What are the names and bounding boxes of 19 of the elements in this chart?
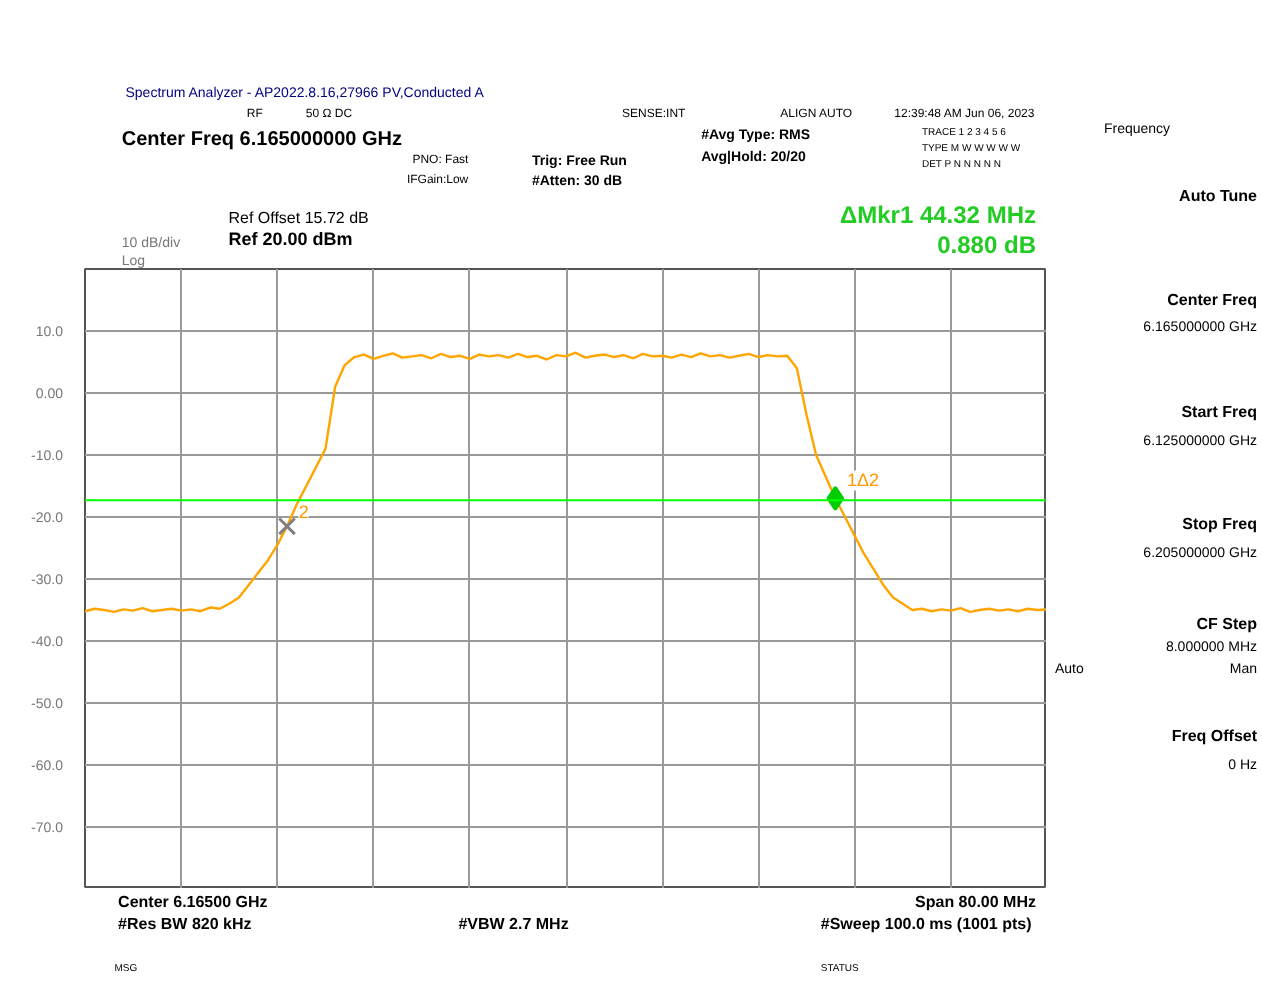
text: Span 80.00 MHz <box>915 893 1036 911</box>
text: #Res BW 820 kHz <box>118 915 252 933</box>
text: #Sweep 100.0 ms (1001 pts) <box>820 915 1033 933</box>
series-label: 1Δ2 <box>846 470 880 491</box>
series-label: 2 <box>298 502 309 523</box>
text: Freq Offset <box>1171 727 1258 745</box>
text: CF Step <box>1196 615 1258 633</box>
text: Ref 20.00 dBm <box>228 229 353 249</box>
text: ΔMkr1 44.32 MHz <box>839 201 1036 229</box>
text: 0.880 dB <box>937 231 1037 259</box>
text: Ref Offset 15.72 dB <box>228 209 369 227</box>
text: #VBW 2.7 MHz <box>458 915 569 933</box>
text: Auto Tune <box>1179 187 1259 205</box>
text: Center Freq <box>1167 291 1258 309</box>
text: Stop Freq <box>1182 515 1258 533</box>
text: Center 6.16500 GHz <box>118 893 268 911</box>
text: Center Freq 6.165000000 GHz <box>121 129 402 151</box>
line-series <box>85 351 1046 614</box>
text: Start Freq <box>1181 403 1258 421</box>
